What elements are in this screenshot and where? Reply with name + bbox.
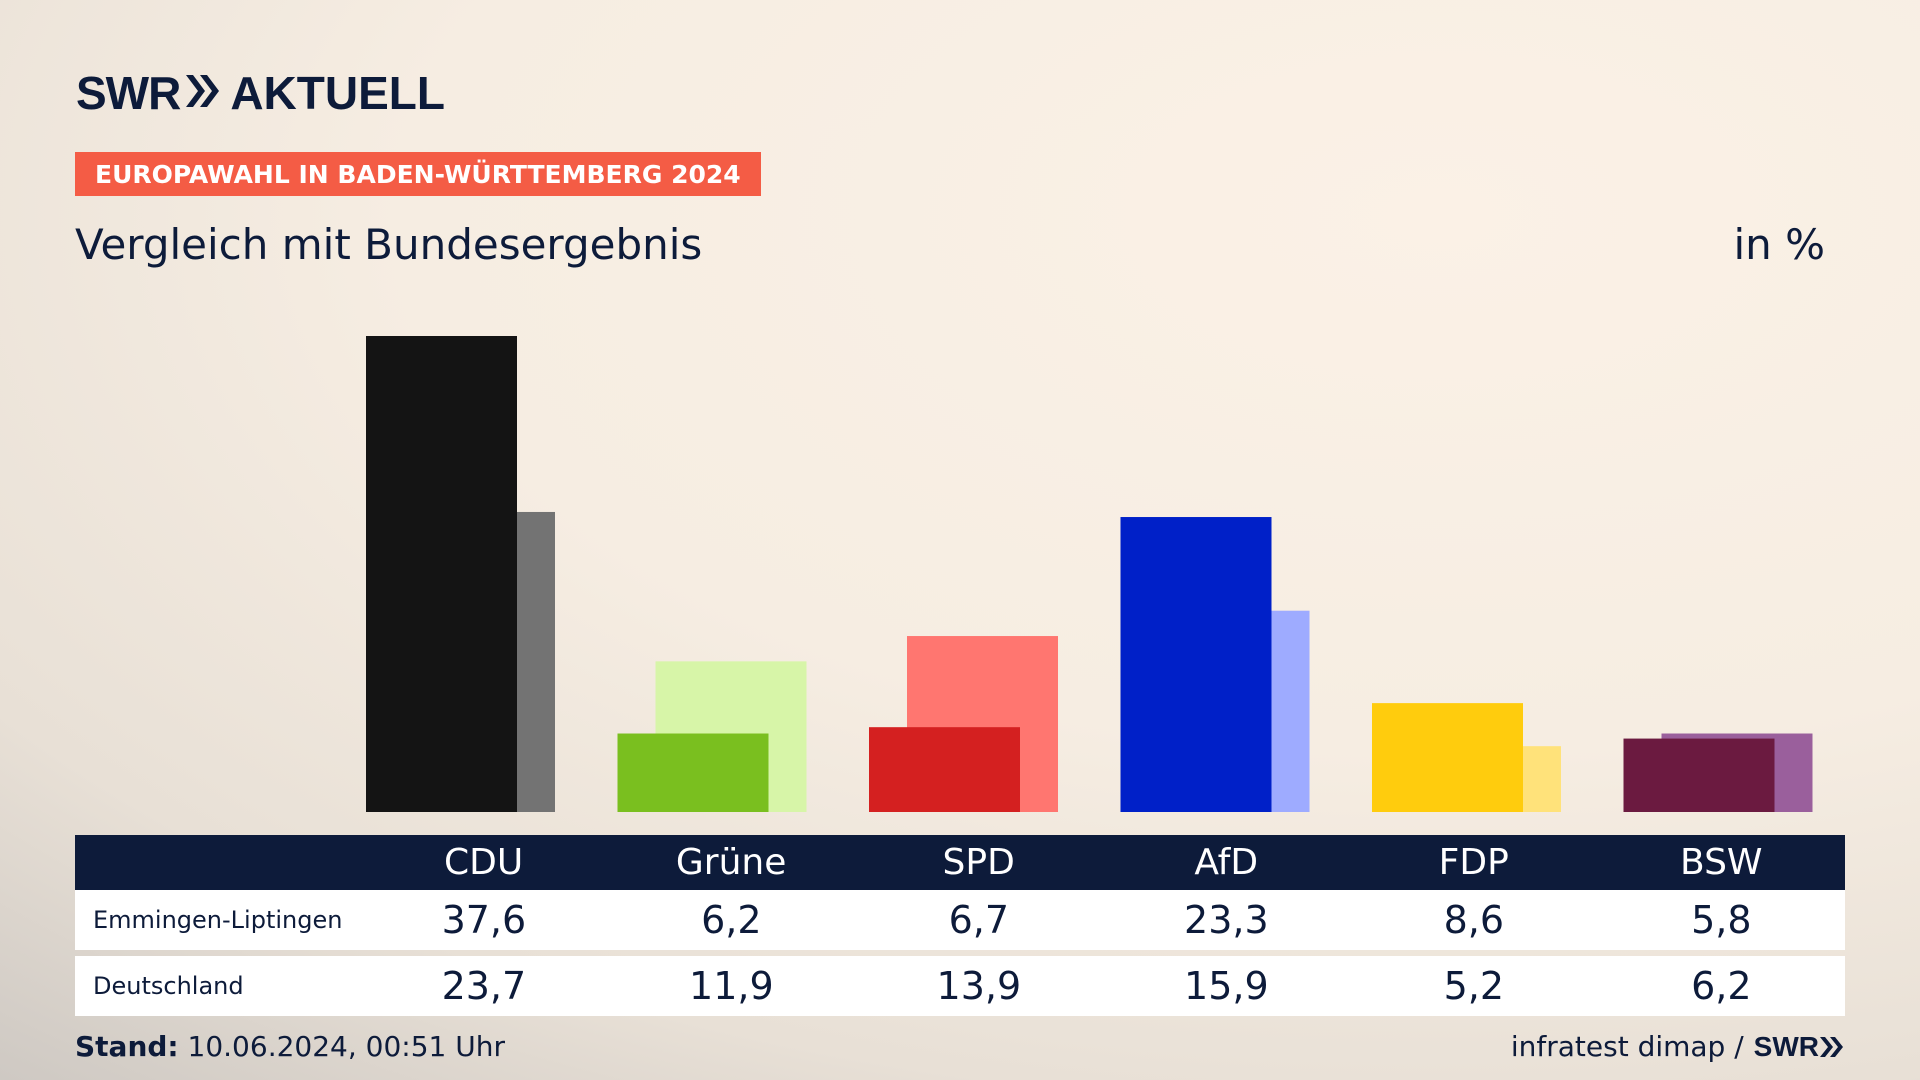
table-cell: 13,9 (936, 964, 1022, 1008)
table-cell: 23,3 (1184, 898, 1269, 942)
header-cell-afd: AfD (1194, 842, 1259, 883)
source-chevrons-icon (1820, 1036, 1843, 1057)
table-cell: 23,7 (441, 964, 527, 1008)
bar-emmingen-cdu (366, 336, 517, 812)
header-cell-grüne: Grüne (675, 842, 787, 883)
source-swr-text: SWR (1753, 1030, 1819, 1062)
swr-aktuell-logo: SWR AKTUELL (76, 67, 445, 119)
bar-emmingen-grüne (617, 733, 769, 812)
logo-chevrons-icon (184, 73, 222, 113)
table-cell: 37,6 (441, 898, 527, 942)
bar-chart (366, 336, 1813, 812)
unit-label: in % (1733, 220, 1825, 269)
table-cell: 6,2 (1691, 964, 1752, 1008)
chart-subtitle: Vergleich mit Bundesergebnis (75, 220, 703, 269)
footer-stand: Stand: 10.06.2024, 00:51 Uhr (75, 1030, 505, 1063)
header-cell-bsw: BSW (1680, 842, 1763, 883)
header-cell-fdp: FDP (1438, 842, 1509, 883)
footer-source: infratest dimap / SWR (1511, 1030, 1845, 1063)
table-row-emmingen: Emmingen-Liptingen 37,6 6,2 6,7 23,3 8,6 5,8 (75, 890, 1845, 950)
bar-emmingen-fdp (1372, 703, 1523, 812)
stand-value: 10.06.2024, 00:51 Uhr (187, 1030, 505, 1063)
table-cell: 5,8 (1691, 898, 1752, 942)
table-cell: 5,2 (1443, 964, 1505, 1008)
table-row-deutschland: Deutschland 23,7 11,9 13,9 15,9 5,2 6,2 (75, 956, 1845, 1016)
bar-emmingen-bsw (1623, 738, 1775, 812)
row-label: Deutschland (93, 972, 244, 1000)
results-table: CDU Grüne SPD AfD FDP BSW Emmingen-Liptingen … (75, 835, 1845, 1016)
table-cell: 15,9 (1184, 964, 1269, 1008)
logo-swr-text: SWR (76, 67, 181, 119)
stand-label: Stand: (75, 1030, 179, 1063)
row-label: Emmingen-Liptingen (93, 906, 343, 934)
source-text: infratest dimap / (1510, 1030, 1744, 1063)
table-cell: 6,7 (948, 898, 1010, 942)
table-header: CDU Grüne SPD AfD FDP BSW (75, 835, 1845, 890)
table-cell: 8,6 (1443, 898, 1505, 942)
header-cell-spd: SPD (942, 842, 1015, 883)
header-cell-cdu: CDU (444, 842, 524, 883)
table-cell: 11,9 (689, 964, 774, 1008)
bar-emmingen-spd (869, 727, 1020, 812)
table-cell: 6,2 (701, 898, 762, 942)
bar-emmingen-afd (1120, 517, 1272, 812)
election-tag: EUROPAWAHL IN BADEN-WÜRTTEMBERG 2024 (75, 152, 761, 196)
logo-aktuell-text: AKTUELL (230, 67, 445, 119)
